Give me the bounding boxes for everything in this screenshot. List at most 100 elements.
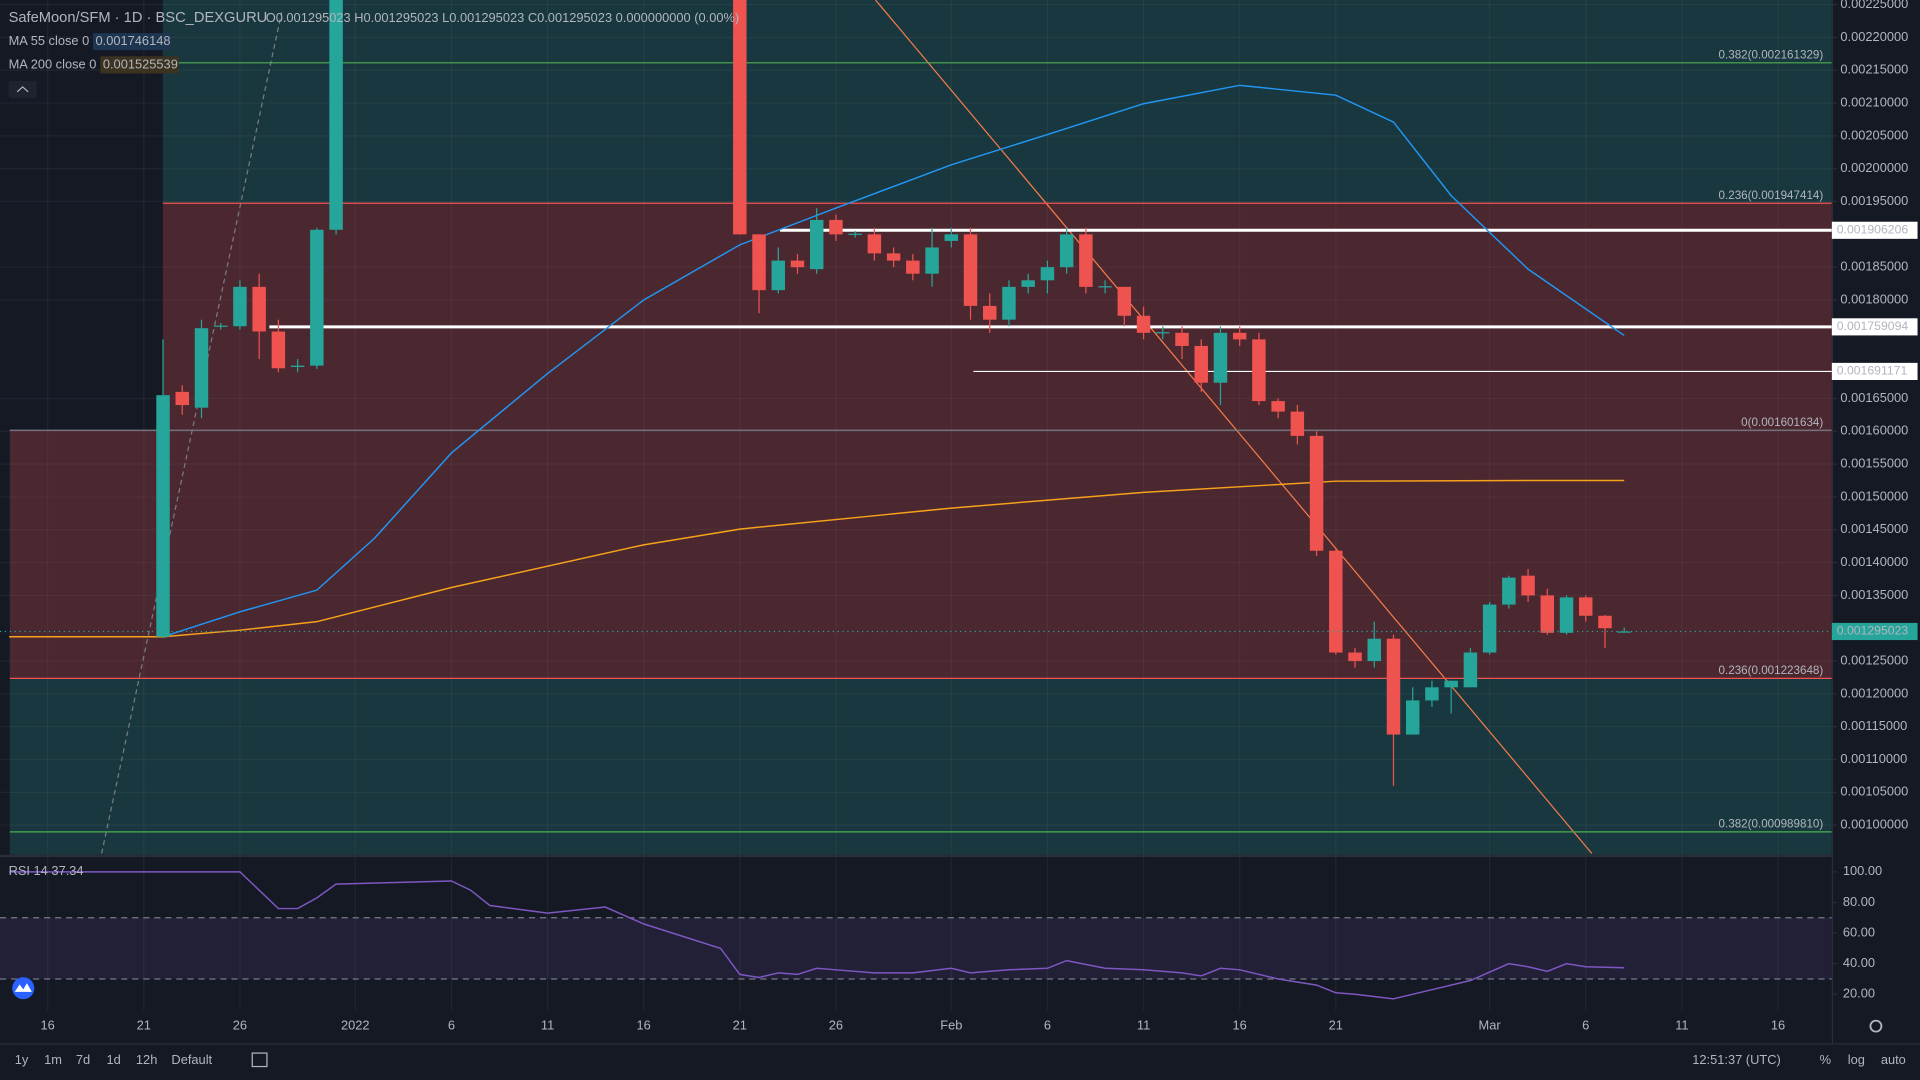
rsi-value: 37.34 <box>51 863 83 878</box>
rsi-label: RSI 14 <box>9 863 48 878</box>
x-tick-label: 11 <box>1675 1018 1688 1033</box>
candle-body <box>944 234 959 241</box>
x-tick-label: 21 <box>1329 1018 1343 1033</box>
x-tick-label: 16 <box>1771 1018 1785 1033</box>
price-tag-label: 0.001295023 <box>1837 624 1909 638</box>
toolbar: 1y 1m 7d 1d 12h Default 12:51:37 (UTC) %… <box>15 1019 1906 1068</box>
fib-label: 0.382(0.000989810) <box>1719 818 1824 831</box>
candle-body <box>1463 652 1478 688</box>
candle-body <box>1271 401 1285 412</box>
candle-body <box>156 395 170 637</box>
fib-label: 0(0.001601634) <box>1741 416 1823 429</box>
fib-label: 0.236(0.001223648) <box>1719 664 1824 677</box>
axes: 16 21 26 2022 6 11 16 21 26 Feb 6 11 16 21 Mar 6 11 16 0.0… <box>41 0 1918 1033</box>
candle-body <box>1598 615 1612 629</box>
y-tick-label: 0.00215000 <box>1840 62 1908 77</box>
candle-body <box>925 247 939 274</box>
candle-body <box>1136 315 1151 333</box>
candle-body <box>1194 345 1208 383</box>
scale-button[interactable]: auto <box>1881 1052 1906 1067</box>
candle-body <box>271 331 286 369</box>
y-tick-label: 60.00 <box>1843 924 1875 939</box>
candle-body <box>1617 631 1631 633</box>
logo-icon <box>14 983 32 992</box>
y-tick-label: 0.00185000 <box>1840 259 1908 274</box>
candle-body <box>1002 286 1016 320</box>
date-range-icon[interactable] <box>251 1052 268 1068</box>
y-tick-label: 0.00105000 <box>1840 784 1908 799</box>
logo <box>12 977 35 1000</box>
fib-zone <box>9 678 1832 855</box>
range-button[interactable]: 7d <box>76 1052 90 1067</box>
legend-value-bg <box>93 33 172 51</box>
candle-body <box>233 286 247 327</box>
candle-body <box>1521 575 1535 596</box>
scale-button[interactable]: log <box>1848 1052 1865 1067</box>
candle-body <box>1290 411 1305 436</box>
candle-body <box>906 260 920 274</box>
legend-entry: MA 55 close 0 <box>9 33 90 48</box>
y-tick-label: 0.00100000 <box>1840 817 1908 832</box>
x-tick-label: 16 <box>41 1018 55 1033</box>
zones <box>9 0 1832 855</box>
x-tick-label: 21 <box>137 1018 151 1033</box>
legend-value: 0.001746148 <box>96 33 171 48</box>
candle-body <box>194 328 209 408</box>
candle-body <box>1540 595 1555 633</box>
price-tag <box>1831 318 1918 336</box>
y-tick-label: 0.00120000 <box>1840 685 1908 700</box>
candle-body <box>1425 687 1439 701</box>
settings-icon[interactable] <box>1869 1019 1883 1033</box>
range-button[interactable]: Default <box>171 1052 212 1067</box>
candle-body <box>1098 286 1112 288</box>
range-button[interactable]: 1m <box>44 1052 62 1067</box>
candle-body <box>1309 435 1324 551</box>
price-tag-label: 0.001759094 <box>1837 319 1909 333</box>
candle-body <box>1579 597 1593 616</box>
x-tick-label: 6 <box>1582 1018 1589 1033</box>
candle-body <box>1482 604 1497 653</box>
candle-body <box>1444 680 1458 688</box>
range-button[interactable]: 1d <box>107 1052 121 1067</box>
y-tick-label: 80.00 <box>1843 894 1875 909</box>
y-tick-label: 0.00165000 <box>1840 390 1908 405</box>
candle-body <box>1405 700 1420 735</box>
fib-label: 0.236(0.001947414) <box>1719 189 1824 202</box>
candle-body <box>1156 332 1170 334</box>
x-tick-label: 16 <box>637 1018 651 1033</box>
candle-body <box>983 305 997 320</box>
chart-title: SafeMoon/SFM · 1D · BSC_DEXGURU <box>9 10 268 26</box>
y-tick-label: 0.00135000 <box>1840 587 1908 602</box>
scale-button[interactable]: % <box>1820 1052 1831 1067</box>
price-tag-label: 0.001906206 <box>1837 223 1909 237</box>
trend-line <box>101 12 283 854</box>
x-tick-label: 21 <box>733 1018 747 1033</box>
y-tick-label: 0.00210000 <box>1840 94 1908 109</box>
rsi-band <box>0 917 1832 979</box>
candle-body <box>1079 234 1093 287</box>
candle-body <box>848 233 862 235</box>
candle-body <box>1329 550 1343 653</box>
collapse-button[interactable] <box>8 80 37 98</box>
range-button[interactable]: 12h <box>136 1052 157 1067</box>
y-tick-label: 0.00220000 <box>1840 29 1908 44</box>
legend-value-bg <box>100 56 179 74</box>
fib-zone <box>9 430 1832 679</box>
candle-body <box>809 219 824 270</box>
price-tag-label: 0.001691171 <box>1837 364 1908 378</box>
moving-average <box>9 479 1625 638</box>
y-tick-label: 0.00200000 <box>1840 160 1908 175</box>
range-button[interactable]: 1y <box>15 1052 29 1067</box>
x-tick-label: 2022 <box>341 1018 370 1033</box>
candle-body <box>1175 332 1189 346</box>
y-tick-label: 0.00145000 <box>1840 521 1908 536</box>
collapse-icon <box>16 86 29 93</box>
candle-body <box>771 260 785 291</box>
x-tick-label: 16 <box>1233 1018 1247 1033</box>
moving-average <box>9 84 1625 638</box>
y-tick-label: 0.00150000 <box>1840 488 1908 503</box>
candle-body <box>329 0 343 230</box>
ohlc: O0.001295023 H0.001295023 L0.001295023 C… <box>266 10 740 25</box>
